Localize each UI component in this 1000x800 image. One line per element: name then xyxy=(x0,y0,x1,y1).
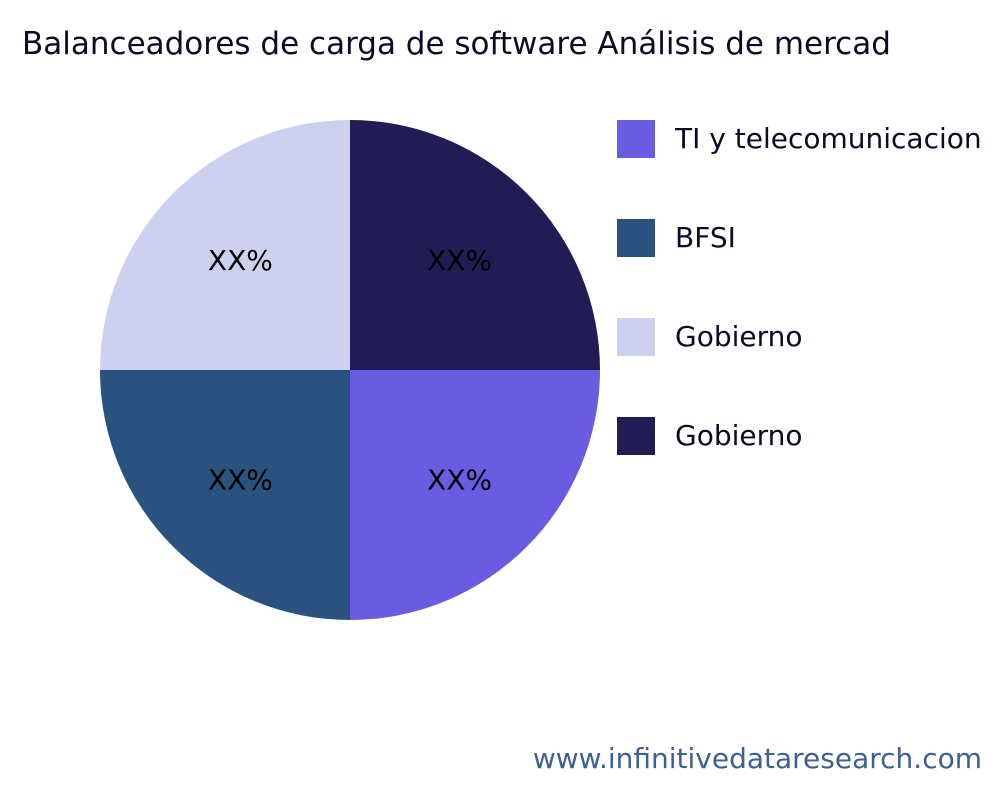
website-url: www.infinitivedataresearch.com xyxy=(532,742,982,775)
pie-slice-gobierno xyxy=(100,120,350,370)
pie-slice-bfsi xyxy=(100,370,350,620)
legend-label: TI y telecomunicacion xyxy=(675,122,982,155)
pie-slice-ti-y-telecomunicacion xyxy=(350,370,600,620)
legend-label: Gobierno xyxy=(675,419,803,452)
pie-slice-gobierno xyxy=(350,120,600,370)
legend-item: Gobierno xyxy=(617,318,1000,356)
legend-swatch-icon xyxy=(617,318,655,356)
legend-item: TI y telecomunicacion xyxy=(617,120,1000,158)
pie-svg: XX% XX% XX% XX% xyxy=(100,120,600,620)
legend-swatch-icon xyxy=(617,219,655,257)
legend-item: Gobierno xyxy=(617,417,1000,455)
legend-swatch-icon xyxy=(617,120,655,158)
chart-title: Balanceadores de carga de software Análi… xyxy=(22,26,891,62)
legend-label: Gobierno xyxy=(675,320,803,353)
legend: TI y telecomunicacion BFSI Gobierno Gobi… xyxy=(617,120,1000,516)
pie-slice-value-label: XX% xyxy=(427,463,492,496)
pie-slice-value-label: XX% xyxy=(208,463,273,496)
legend-label: BFSI xyxy=(675,221,736,254)
legend-swatch-icon xyxy=(617,417,655,455)
pie-chart: XX% XX% XX% XX% xyxy=(100,120,600,620)
pie-slice-value-label: XX% xyxy=(208,244,273,277)
pie-slice-value-label: XX% xyxy=(427,244,492,277)
legend-item: BFSI xyxy=(617,219,1000,257)
